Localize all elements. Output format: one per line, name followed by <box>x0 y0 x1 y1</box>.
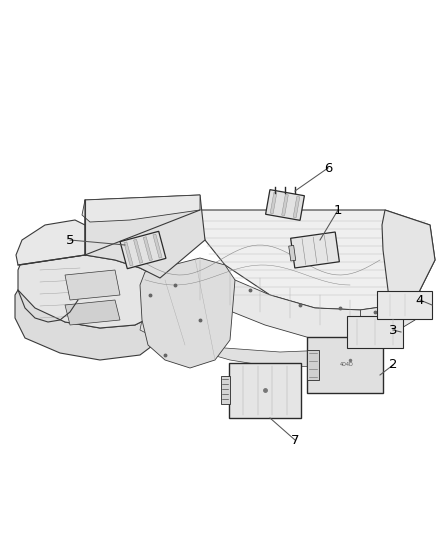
Bar <box>134 239 143 263</box>
Bar <box>270 192 277 214</box>
Bar <box>124 242 133 266</box>
Polygon shape <box>16 220 95 265</box>
Text: 7: 7 <box>291 433 299 447</box>
Polygon shape <box>382 210 435 305</box>
Bar <box>153 234 162 258</box>
Bar <box>289 245 296 261</box>
Polygon shape <box>65 300 120 325</box>
Bar <box>221 376 230 404</box>
Bar <box>307 350 319 380</box>
Bar <box>291 232 339 268</box>
Polygon shape <box>140 320 380 368</box>
Polygon shape <box>15 278 165 360</box>
Polygon shape <box>18 255 165 328</box>
Bar <box>229 362 301 417</box>
Bar <box>265 190 304 220</box>
Bar <box>347 316 403 348</box>
Text: 4D4D: 4D4D <box>340 362 354 367</box>
Bar <box>143 237 152 261</box>
Polygon shape <box>198 210 435 310</box>
Polygon shape <box>200 265 420 340</box>
Bar <box>377 291 432 319</box>
Bar <box>282 195 288 216</box>
Polygon shape <box>140 258 235 368</box>
Text: 2: 2 <box>389 359 397 372</box>
Text: 1: 1 <box>334 204 342 216</box>
Polygon shape <box>65 270 120 300</box>
Bar <box>293 197 300 217</box>
Bar <box>120 231 166 269</box>
Text: 4: 4 <box>416 294 424 306</box>
Polygon shape <box>82 195 200 222</box>
Text: 3: 3 <box>389 324 397 336</box>
Bar <box>307 337 383 393</box>
Text: 5: 5 <box>66 233 74 246</box>
Polygon shape <box>85 195 205 278</box>
Text: 6: 6 <box>324 161 332 174</box>
